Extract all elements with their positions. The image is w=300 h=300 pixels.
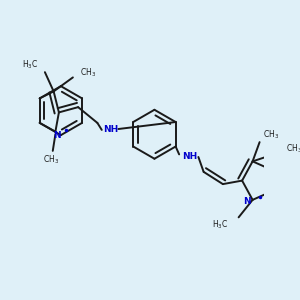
Text: H$_3$C: H$_3$C — [22, 58, 38, 70]
Text: N: N — [53, 130, 61, 140]
Text: N: N — [244, 197, 251, 206]
Text: CH$_3$: CH$_3$ — [80, 67, 96, 79]
Text: CH$_3$: CH$_3$ — [43, 153, 59, 166]
Text: CH$_3$: CH$_3$ — [263, 128, 279, 140]
Text: CH$_3$: CH$_3$ — [286, 143, 300, 155]
Text: NH: NH — [103, 124, 118, 134]
Text: H$_3$C: H$_3$C — [212, 218, 228, 231]
Text: NH: NH — [182, 152, 197, 161]
